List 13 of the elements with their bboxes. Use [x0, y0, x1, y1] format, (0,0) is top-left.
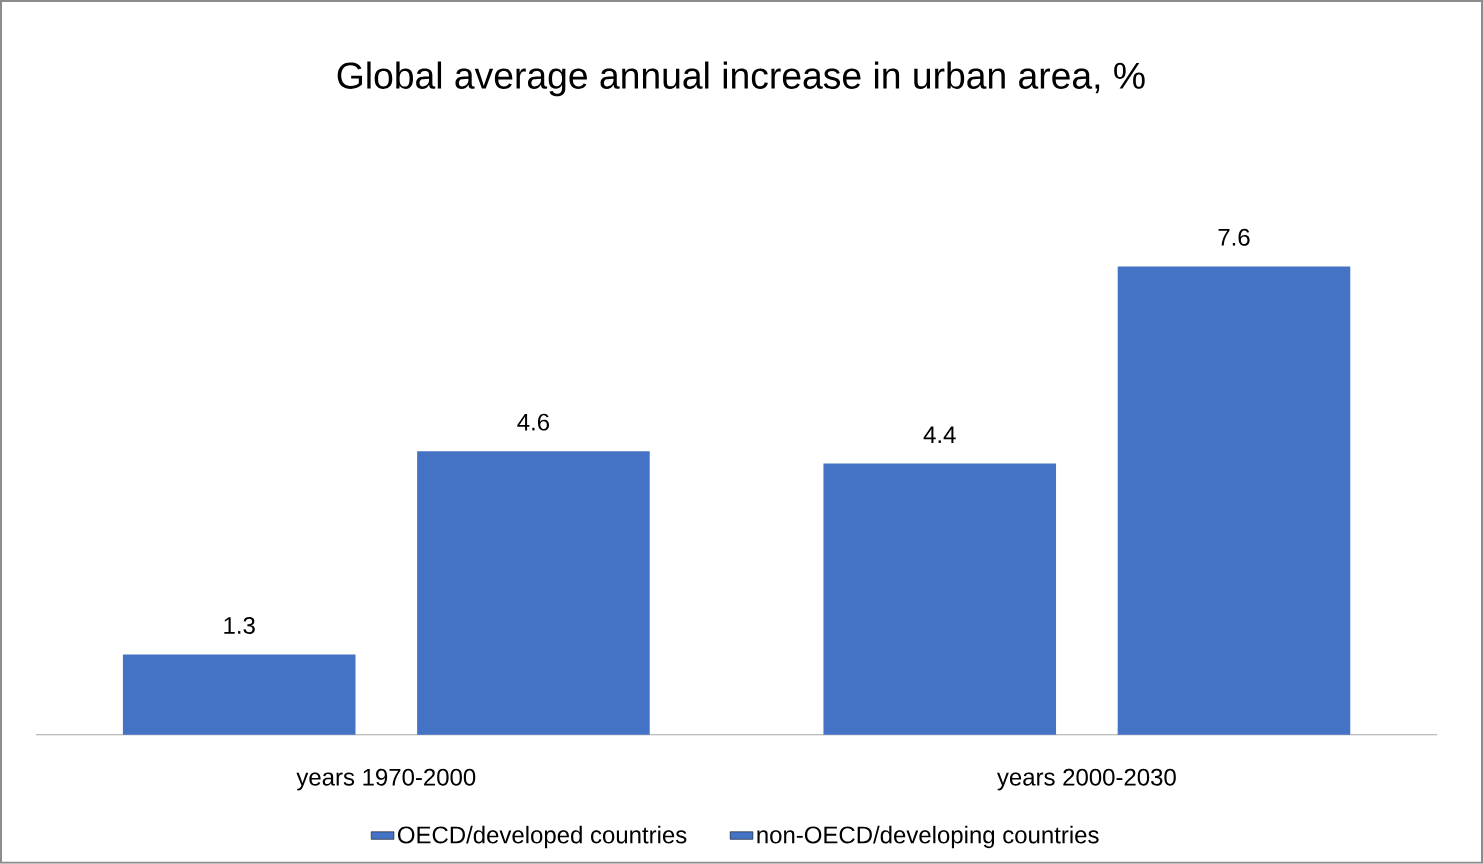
bar	[823, 463, 1057, 735]
legend-label: non-OECD/developing countries	[757, 825, 1099, 849]
bar	[417, 451, 650, 735]
bar	[1117, 266, 1351, 735]
legend-label: OECD/developed countries	[398, 825, 687, 849]
data-label: 7.6	[1218, 228, 1250, 246]
data-label: 1.3	[224, 617, 255, 634]
x-tick-label: years 1970-2000	[296, 768, 476, 791]
x-tick-label: years 2000-2030	[996, 768, 1176, 791]
chart-title: Global average annual increase in urban area, %	[337, 61, 1145, 97]
data-label: 4.4	[923, 426, 956, 444]
bar	[122, 654, 356, 735]
data-label: 4.6	[517, 413, 550, 431]
